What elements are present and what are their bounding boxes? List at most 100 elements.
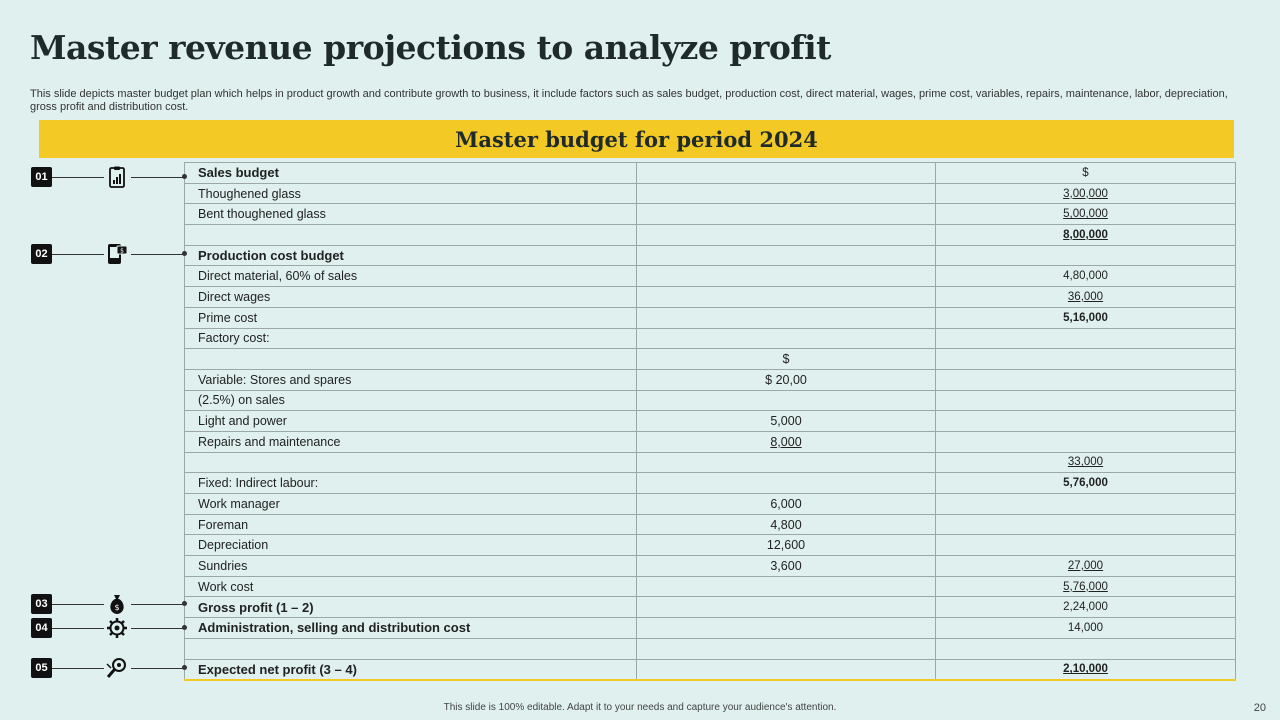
col2-value xyxy=(636,637,936,660)
row-label: Gross profit (1 – 2) xyxy=(184,596,637,619)
marker-number: 05 xyxy=(31,658,52,678)
col3-value: 2,24,000 xyxy=(935,596,1236,619)
col2-value xyxy=(636,162,936,184)
page-number: 20 xyxy=(1253,702,1266,714)
row-label: (2.5%) on sales xyxy=(184,389,637,412)
col3-value: 2,10,000 xyxy=(935,658,1236,681)
svg-text:$: $ xyxy=(120,248,124,255)
col2-value xyxy=(636,389,936,412)
row-label: Work cost xyxy=(184,575,637,598)
row-label: Production cost budget xyxy=(184,244,637,267)
col2-value xyxy=(636,327,936,350)
table-row: Factory cost: xyxy=(184,327,1236,350)
col3-value: 8,00,000 xyxy=(935,224,1236,246)
col3-value: 4,80,000 xyxy=(935,265,1236,288)
col3-value xyxy=(935,368,1236,391)
row-label: Prime cost xyxy=(184,306,637,329)
marker-number: 01 xyxy=(31,167,52,187)
col3-value: 36,000 xyxy=(935,286,1236,308)
col3-value xyxy=(935,389,1236,412)
row-label: Administration, selling and distribution… xyxy=(184,617,637,639)
table-row: Repairs and maintenance 8,000 xyxy=(184,430,1236,453)
col2-value xyxy=(636,658,936,681)
col3-value: 5,76,000 xyxy=(935,575,1236,598)
table-row: Bent thoughened glass 5,00,000 xyxy=(184,203,1236,226)
table-row: 8,00,000 xyxy=(184,224,1236,246)
page-title: Master revenue projections to analyze pr… xyxy=(30,28,831,67)
col2-value xyxy=(636,596,936,619)
row-label: Sundries xyxy=(184,555,637,577)
table-row xyxy=(184,637,1236,660)
row-label: Thoughened glass xyxy=(184,182,637,205)
table-banner: Master budget for period 2024 xyxy=(39,120,1234,158)
col2-value xyxy=(636,244,936,267)
budget-table: Sales budget $ Thoughened glass 3,00,000 B… xyxy=(184,162,1236,682)
row-label: Fixed: Indirect labour: xyxy=(184,472,637,494)
row-label: Light and power xyxy=(184,410,637,432)
row-label: Work manager xyxy=(184,493,637,515)
row-label: Sales budget xyxy=(184,162,637,184)
col2-value xyxy=(636,472,936,494)
col2-value xyxy=(636,617,936,639)
marker-02: 02 $ xyxy=(31,244,231,264)
table-row: Prime cost 5,16,000 xyxy=(184,306,1236,329)
col2-value xyxy=(636,203,936,226)
money-bag-icon: $ xyxy=(110,595,124,614)
money-device-icon: $ xyxy=(108,244,128,264)
page-subtitle: This slide depicts master budget plan wh… xyxy=(30,88,1228,113)
clipboard-chart-icon xyxy=(109,166,125,188)
marker-05: 05 xyxy=(31,658,231,678)
col2-value: 8,000 xyxy=(636,430,936,453)
table-row: Work manager 6,000 xyxy=(184,493,1236,515)
table-row: Production cost budget xyxy=(184,244,1236,267)
col3-value xyxy=(935,348,1236,370)
col2-value xyxy=(636,575,936,598)
col2-value xyxy=(636,224,936,246)
table-row: Expected net profit (3 – 4) 2,10,000 xyxy=(184,658,1236,681)
row-label: Factory cost: xyxy=(184,327,637,350)
row-label: Direct wages xyxy=(184,286,637,308)
row-label: Repairs and maintenance xyxy=(184,430,637,453)
footer-note: This slide is 100% editable. Adapt it to… xyxy=(443,702,837,713)
table-row: Administration, selling and distribution… xyxy=(184,617,1236,639)
col3-value: 5,76,000 xyxy=(935,472,1236,494)
col3-value: 3,00,000 xyxy=(935,182,1236,205)
col2-value xyxy=(636,182,936,205)
table-row: 33,000 xyxy=(184,451,1236,474)
col2-value: 12,600 xyxy=(636,534,936,557)
marker-number: 02 xyxy=(31,244,52,264)
svg-text:$: $ xyxy=(114,603,119,612)
marker-03: 03 $ xyxy=(31,594,231,614)
col3-value xyxy=(935,327,1236,350)
table-row: Direct wages 36,000 xyxy=(184,286,1236,308)
row-label: Bent thoughened glass xyxy=(184,203,637,226)
target-search-icon xyxy=(106,658,126,678)
col2-value: $ 20,00 xyxy=(636,368,936,391)
table-row: Direct material, 60% of sales 4,80,000 xyxy=(184,265,1236,288)
col2-value xyxy=(636,286,936,308)
gear-icon xyxy=(107,618,127,638)
col2-value xyxy=(636,451,936,474)
row-label xyxy=(184,224,637,246)
col3-value xyxy=(935,513,1236,536)
table-row: Foreman 4,800 xyxy=(184,513,1236,536)
row-label xyxy=(184,637,637,660)
row-label xyxy=(184,348,637,370)
row-label: Variable: Stores and spares xyxy=(184,368,637,391)
col3-value xyxy=(935,637,1236,660)
col3-value: 27,000 xyxy=(935,555,1236,577)
table-row: Gross profit (1 – 2) 2,24,000 xyxy=(184,596,1236,619)
col2-value: 3,600 xyxy=(636,555,936,577)
table-row: Depreciation 12,600 xyxy=(184,534,1236,557)
table-row: Sundries 3,600 27,000 xyxy=(184,555,1236,577)
row-label: Expected net profit (3 – 4) xyxy=(184,658,637,681)
table-row: Light and power 5,000 xyxy=(184,410,1236,432)
col2-value: 5,000 xyxy=(636,410,936,432)
marker-01: 01 xyxy=(31,166,231,188)
table-row: (2.5%) on sales xyxy=(184,389,1236,412)
col3-value: $ xyxy=(935,162,1236,184)
row-label: Foreman xyxy=(184,513,637,536)
row-label: Depreciation xyxy=(184,534,637,557)
col3-value xyxy=(935,534,1236,557)
table-row: Variable: Stores and spares $ 20,00 xyxy=(184,368,1236,391)
